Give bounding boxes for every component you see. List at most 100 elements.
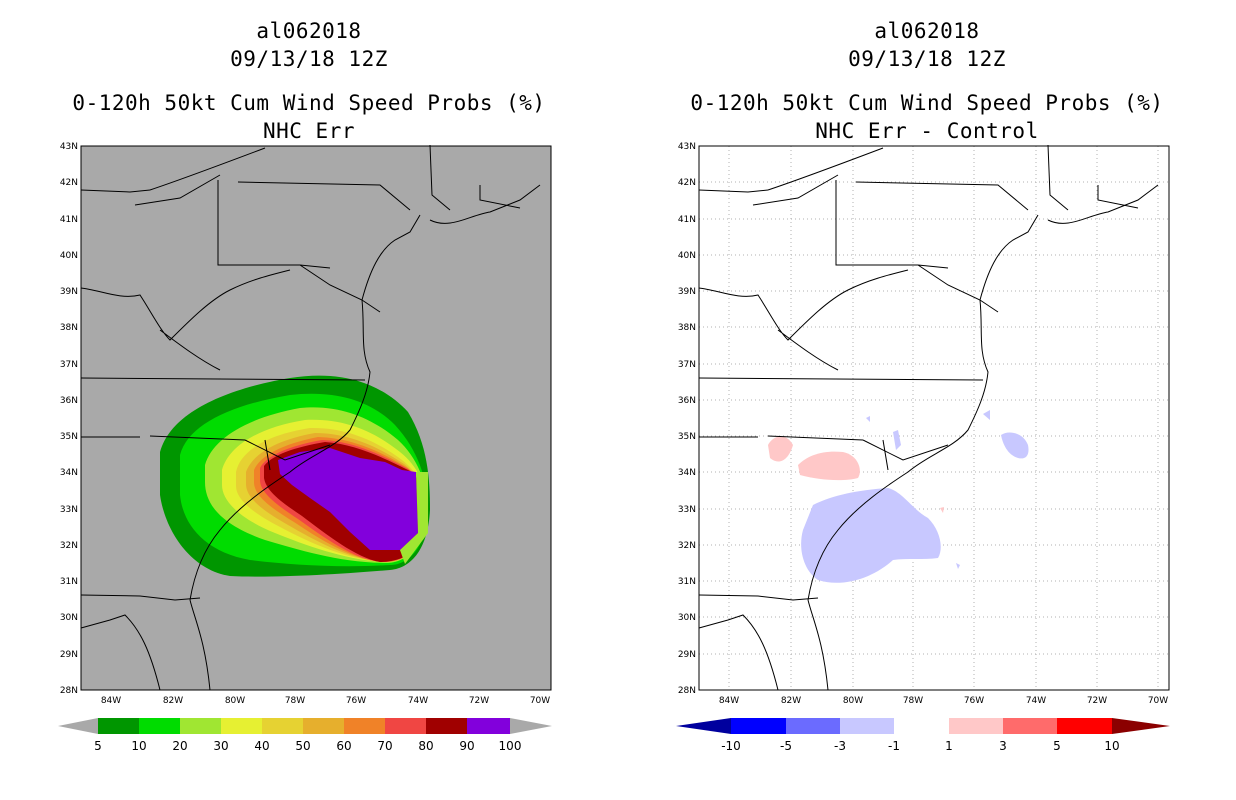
storm-id: al062018 <box>256 19 362 43</box>
lat-label: 34N <box>60 468 78 478</box>
lon-label: 76W <box>964 696 984 706</box>
northern-borders <box>698 180 1029 313</box>
lon-label: 82W <box>163 696 183 706</box>
colorbar-tick: -5 <box>780 739 792 753</box>
lat-label: 34N <box>678 468 696 478</box>
colorbar-low-arrow <box>58 718 98 734</box>
diff-negative-area <box>983 410 990 420</box>
lat-label: 38N <box>678 323 696 333</box>
colorbar-tick: 70 <box>377 739 392 753</box>
lat-label: 32N <box>678 541 696 551</box>
panel-subtitle: NHC Err - Control <box>815 119 1039 143</box>
prob-edge-band <box>400 472 428 564</box>
lat-axis-labels: 43N 42N 41N 40N 39N 38N 37N 36N 35N 34N … <box>678 142 696 696</box>
lon-axis-labels: 84W 82W 80W 78W 76W 74W 72W 70W <box>719 696 1168 706</box>
lat-label: 42N <box>60 178 78 188</box>
colorbar-low-arrow <box>676 718 731 734</box>
colorbar-swatch <box>180 718 221 734</box>
lat-label: 29N <box>60 650 78 660</box>
lat-label: 40N <box>678 251 696 261</box>
lat-label: 39N <box>60 287 78 297</box>
difference-panel: al062018 09/13/18 12Z 0-120h 50kt Cum Wi… <box>618 0 1236 800</box>
ohio-valley-borders <box>80 269 291 371</box>
colorbar-swatch <box>303 718 344 734</box>
colorbar-tick: 100 <box>499 739 522 753</box>
lon-label: 84W <box>719 696 739 706</box>
lat-label: 43N <box>60 142 78 152</box>
map-background <box>699 146 1169 690</box>
diff-negative-area <box>801 488 941 583</box>
map-frame <box>80 145 552 691</box>
colorbar-tick: 50 <box>295 739 310 753</box>
probability-colorbar: 5 10 20 30 40 50 60 70 80 90 100 <box>58 718 552 753</box>
colorbar-swatch <box>344 718 385 734</box>
lon-label: 70W <box>530 696 550 706</box>
lat-label: 29N <box>678 650 696 660</box>
colorbar-tick: -3 <box>834 739 846 753</box>
gulf-coast <box>80 614 161 691</box>
diff-positive-area <box>768 436 793 462</box>
colorbar-tick: 5 <box>1053 739 1061 753</box>
lat-label: 41N <box>60 215 78 225</box>
state-borders <box>698 377 984 471</box>
lon-label: 72W <box>1087 696 1107 706</box>
lat-label: 37N <box>678 360 696 370</box>
diff-positive-area <box>798 451 860 481</box>
colorbar-tick: 60 <box>336 739 351 753</box>
colorbar-tick: 10 <box>1104 739 1119 753</box>
lat-label: 31N <box>60 577 78 587</box>
lat-label: 38N <box>60 323 78 333</box>
lat-label: 40N <box>60 251 78 261</box>
lat-label: 35N <box>60 432 78 442</box>
colorbar-swatch <box>98 718 139 734</box>
colorbar-tick: 90 <box>459 739 474 753</box>
lat-label: 30N <box>678 613 696 623</box>
mid-atlantic-coast <box>979 214 1039 301</box>
panel-subtitle: NHC Err <box>262 119 355 143</box>
lat-label: 37N <box>60 360 78 370</box>
mid-atlantic-coast <box>361 214 421 301</box>
colorbar-tick: 40 <box>254 739 269 753</box>
great-lakes-coast <box>752 147 1159 224</box>
lat-label: 33N <box>60 505 78 515</box>
lon-label: 74W <box>408 696 428 706</box>
colorbar-swatch <box>467 718 510 734</box>
colorbar-swatch <box>262 718 303 734</box>
product-title: 0-120h 50kt Cum Wind Speed Probs (%) <box>72 91 546 115</box>
colorbar-swatch <box>894 718 949 734</box>
lon-label: 70W <box>1148 696 1168 706</box>
lon-label: 80W <box>843 696 863 706</box>
lat-label: 28N <box>60 686 78 696</box>
colorbar-swatch <box>786 718 840 734</box>
colorbar-tick: 20 <box>172 739 187 753</box>
forecast-date: 09/13/18 12Z <box>230 47 388 71</box>
diff-positive-area <box>940 507 944 513</box>
probability-panel: al062018 09/13/18 12Z 0-120h 50kt Cum Wi… <box>58 19 552 753</box>
prob-90-100 <box>278 448 418 550</box>
atlantic-coastline <box>807 299 989 601</box>
product-title: 0-120h 50kt Cum Wind Speed Probs (%) <box>690 91 1164 115</box>
lat-label: 43N <box>678 142 696 152</box>
diff-negative-area <box>893 430 901 450</box>
gulf-coast <box>698 614 779 691</box>
colorbar-tick: 5 <box>94 739 102 753</box>
lat-label: 28N <box>678 686 696 696</box>
lat-label: 36N <box>60 396 78 406</box>
colorbar-high-arrow <box>510 718 552 734</box>
colorbar-swatch <box>385 718 426 734</box>
map-frame <box>698 145 1170 691</box>
colorbar-swatch <box>1003 718 1057 734</box>
diff-negative-area <box>1001 432 1029 459</box>
storm-id: al062018 <box>874 19 980 43</box>
colorbar-tick: -10 <box>721 739 741 753</box>
colorbar-swatch <box>731 718 786 734</box>
lat-label: 33N <box>678 505 696 515</box>
florida-georgia-borders <box>80 594 211 691</box>
state-borders <box>80 377 366 471</box>
lat-label: 36N <box>678 396 696 406</box>
lon-label: 84W <box>101 696 121 706</box>
great-lakes-coast <box>134 147 541 224</box>
lon-label: 72W <box>469 696 489 706</box>
lat-label: 31N <box>678 577 696 587</box>
lon-label: 80W <box>225 696 245 706</box>
